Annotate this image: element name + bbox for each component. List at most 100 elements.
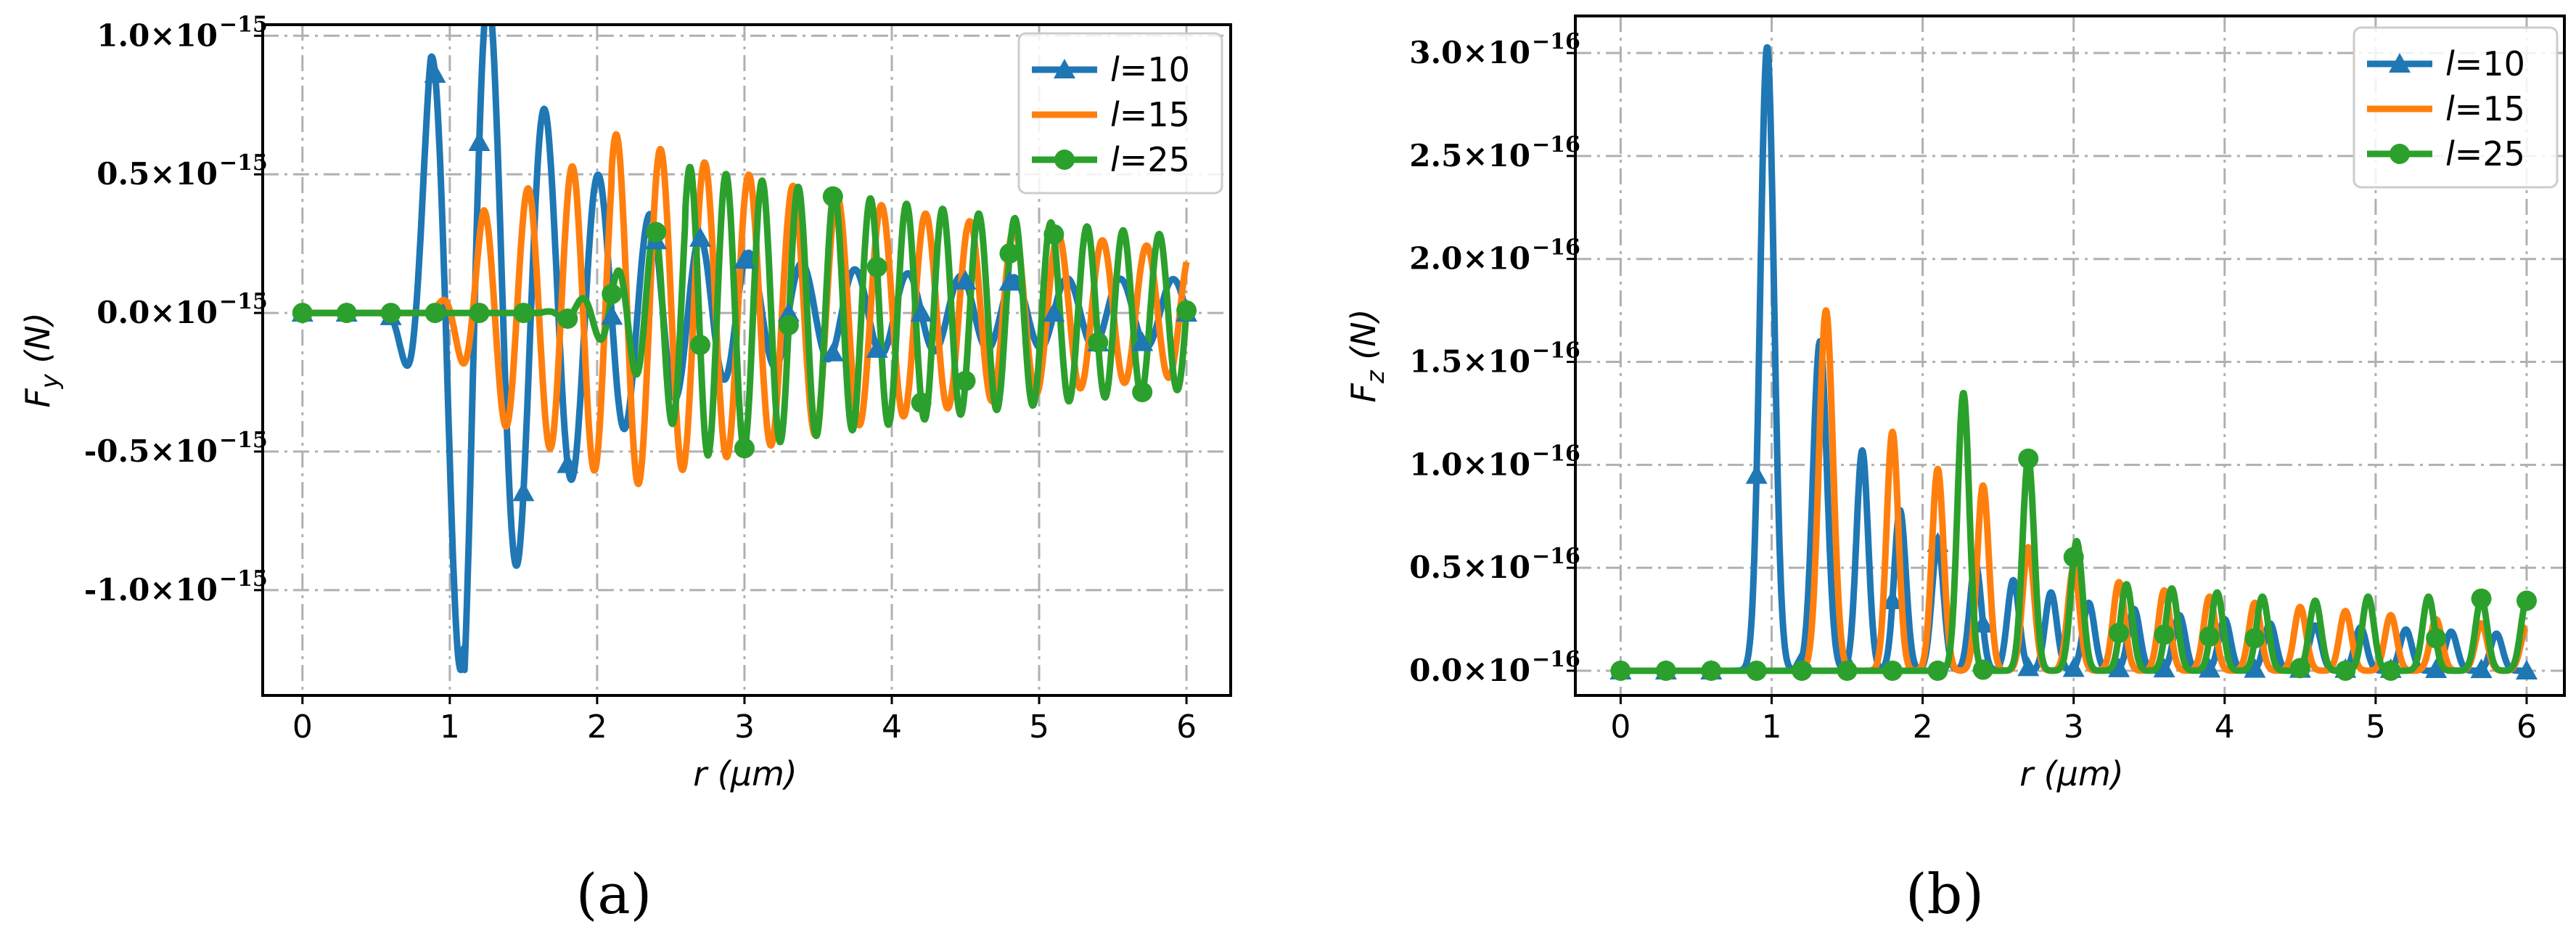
l10-marker bbox=[2017, 656, 2040, 677]
l10-marker bbox=[557, 453, 579, 473]
panel-b-caption: (b) bbox=[1906, 862, 1984, 926]
legend-item-l10: l=10 bbox=[1032, 50, 1190, 89]
x-tick-label: 1 bbox=[1762, 709, 1782, 746]
l10-marker bbox=[601, 305, 623, 325]
legend-label: l=10 bbox=[1110, 50, 1190, 89]
l10-marker bbox=[733, 249, 755, 269]
l10-marker bbox=[689, 226, 712, 247]
y-tick-label: 1.0×10 bbox=[97, 17, 218, 53]
y-tick-label: 0.5×10 bbox=[97, 156, 218, 192]
l25-marker bbox=[513, 303, 534, 324]
l10-marker bbox=[2515, 659, 2538, 679]
l25-marker bbox=[1701, 660, 1722, 681]
x-tick-label: 0 bbox=[1610, 709, 1630, 746]
l10-marker bbox=[866, 338, 888, 358]
l25-marker bbox=[2244, 628, 2265, 649]
l25-marker bbox=[2471, 588, 2492, 609]
l10-marker bbox=[2198, 658, 2220, 678]
l25-marker bbox=[557, 309, 578, 330]
y-tick-exponent: −16 bbox=[1532, 29, 1580, 54]
x-tick-label: 3 bbox=[2064, 709, 2084, 746]
panel-b-legend: l=10 l=15 l=25 bbox=[2353, 26, 2559, 189]
l25-marker bbox=[292, 303, 313, 324]
l25-marker bbox=[2335, 660, 2356, 681]
l10-marker bbox=[954, 269, 977, 290]
panel-a-series bbox=[291, 25, 1198, 674]
panel-a-legend: l=10 l=15 l=25 bbox=[1017, 32, 1223, 195]
panel-a-xlabel: r (µm) bbox=[693, 754, 797, 793]
x-tick-label: 5 bbox=[2366, 709, 2386, 746]
panel-b-ticks: 0 1 2 3 4 5 60.0×10 −160.5×10 −161.0×10 −161.5×10… bbox=[1409, 29, 2537, 746]
y-tick-exponent: −15 bbox=[219, 12, 268, 37]
legend-label: l=15 bbox=[2445, 89, 2525, 128]
series-markers bbox=[1610, 448, 2537, 681]
l10-marker bbox=[424, 63, 446, 83]
legend-label: l=25 bbox=[2445, 134, 2525, 173]
y-tick-exponent: −16 bbox=[1532, 338, 1580, 364]
l25-marker bbox=[1043, 224, 1065, 245]
l10-marker bbox=[2153, 658, 2175, 678]
l25-marker bbox=[1746, 660, 1767, 681]
l25-marker bbox=[2063, 547, 2084, 568]
l25-marker bbox=[2109, 622, 2130, 643]
panel-b-series bbox=[1609, 44, 2538, 681]
y-tick-exponent: −15 bbox=[219, 150, 268, 176]
x-tick-label: 0 bbox=[292, 709, 313, 746]
panel-a-caption: (a) bbox=[576, 862, 652, 926]
y-tick-exponent: −16 bbox=[1532, 647, 1580, 672]
l10-marker bbox=[2425, 658, 2448, 678]
l25-marker bbox=[2018, 448, 2039, 469]
l25-marker bbox=[2380, 660, 2401, 681]
l25-marker bbox=[1837, 660, 1858, 681]
x-tick-label: 6 bbox=[2516, 709, 2537, 746]
legend-circle-marker bbox=[2390, 144, 2410, 164]
x-tick-label: 2 bbox=[587, 709, 607, 746]
l10-marker bbox=[2244, 658, 2266, 678]
x-tick-label: 6 bbox=[1176, 709, 1197, 746]
y-tick-exponent: −16 bbox=[1532, 132, 1580, 158]
l25-marker bbox=[955, 370, 976, 391]
legend-item-l25: l=25 bbox=[2367, 134, 2525, 173]
l25-marker bbox=[911, 392, 932, 413]
l25-marker bbox=[1176, 300, 1197, 321]
y-tick-label: -1.0×10 bbox=[84, 572, 218, 608]
l25-marker bbox=[999, 243, 1020, 264]
l25-marker bbox=[822, 186, 843, 207]
l25-marker bbox=[1610, 660, 1631, 681]
l25-marker bbox=[2426, 628, 2447, 649]
l10-marker bbox=[1131, 331, 1154, 351]
panel-a-frame bbox=[261, 23, 1232, 697]
l25-marker bbox=[690, 335, 711, 356]
legend-triangle-marker bbox=[2389, 53, 2411, 73]
legend-circle-marker bbox=[1054, 150, 1075, 170]
x-tick-label: 5 bbox=[1029, 709, 1049, 746]
l25-marker bbox=[1882, 660, 1903, 681]
y-tick-label: 0.5×10 bbox=[1409, 550, 1530, 585]
l25-marker bbox=[1792, 660, 1813, 681]
x-tick-label: 4 bbox=[882, 709, 902, 746]
y-tick-exponent: −16 bbox=[1532, 544, 1580, 569]
y-tick-label: 1.5×10 bbox=[1409, 344, 1530, 380]
y-tick-exponent: −16 bbox=[1532, 441, 1580, 466]
legend-item-l10: l=10 bbox=[2367, 44, 2525, 83]
x-tick-label: 4 bbox=[2215, 709, 2235, 746]
legend-item-l15: l=15 bbox=[1032, 95, 1190, 134]
l25-marker bbox=[469, 303, 490, 324]
l25-marker bbox=[2516, 590, 2537, 611]
l25-marker bbox=[1655, 660, 1676, 681]
x-tick-label: 2 bbox=[1913, 709, 1933, 746]
l10-marker bbox=[1745, 464, 1768, 484]
y-tick-label: 3.0×10 bbox=[1409, 35, 1530, 70]
series-markers bbox=[291, 63, 1198, 502]
x-tick-label: 1 bbox=[440, 709, 460, 746]
l10-marker bbox=[998, 271, 1021, 291]
l10-marker bbox=[910, 302, 932, 322]
y-tick-exponent: −15 bbox=[219, 428, 268, 453]
l10-marker bbox=[2108, 657, 2130, 677]
l10-marker bbox=[1881, 589, 1903, 610]
l25-marker bbox=[1972, 659, 1993, 680]
panel-a-ticks: 0 1 2 3 4 5 6-1.0×10 −15-0.5×10 −150.0×10 −150.5×… bbox=[84, 12, 1197, 746]
l25-marker bbox=[602, 284, 623, 305]
l25-marker bbox=[2289, 658, 2310, 679]
